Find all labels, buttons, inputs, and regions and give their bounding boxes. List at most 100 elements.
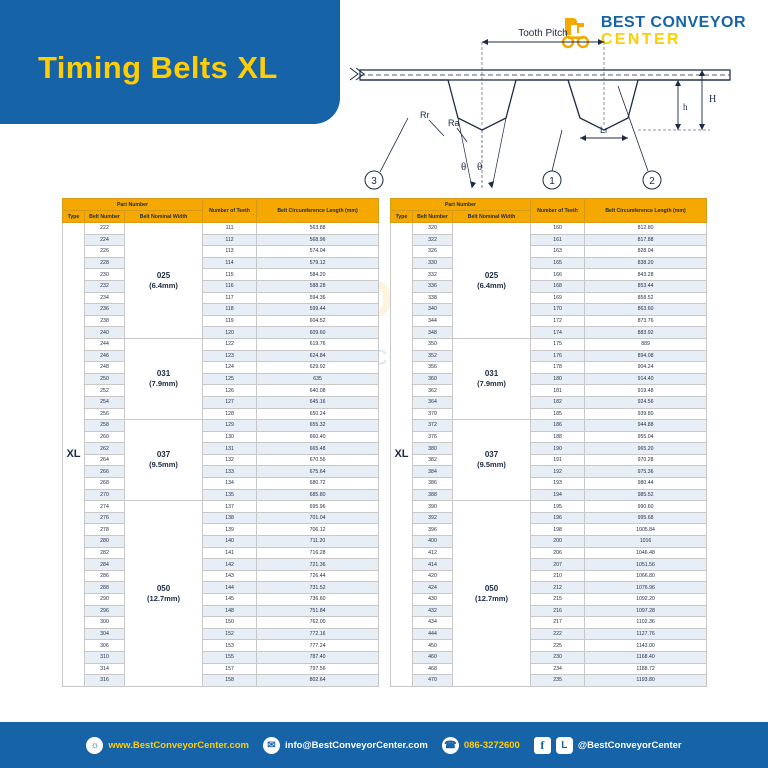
cell-belt-number: 234 xyxy=(84,291,125,305)
table-row: 228 114 579.12 xyxy=(62,256,380,270)
cell-belt-circumference: 817.88 xyxy=(584,233,708,247)
cell-belt-circumference: 675.64 xyxy=(256,465,380,479)
cell-number-of-teeth: 157 xyxy=(202,662,258,676)
cell-belt-number: 392 xyxy=(412,511,453,525)
cell-belt-number: 388 xyxy=(412,488,453,502)
cell-number-of-teeth: 139 xyxy=(202,523,258,537)
table-row: 336 168 853.44 xyxy=(390,279,708,293)
cell-number-of-teeth: 117 xyxy=(202,291,258,305)
cell-belt-number: 226 xyxy=(84,245,125,258)
cell-belt-circumference: 711.20 xyxy=(256,535,380,548)
cell-number-of-teeth: 127 xyxy=(202,395,258,409)
cell-belt-number: 468 xyxy=(412,662,453,676)
belt-profile-diagram: Tooth Pitch Rr Ra θ θ Lr H xyxy=(330,18,750,198)
cell-number-of-teeth: 148 xyxy=(202,604,258,618)
cell-belt-circumference: 604.52 xyxy=(256,314,380,328)
brand-logo: BEST CONVEYOR CENTER xyxy=(559,14,746,50)
cell-belt-number: 376 xyxy=(412,430,453,444)
table-row: 430 215 1092.20 xyxy=(390,593,708,606)
cell-belt-circumference: 762.00 xyxy=(256,616,380,629)
table-row: 290 145 736.60 xyxy=(62,593,380,606)
cell-belt-number: 266 xyxy=(84,465,125,479)
cell-belt-circumference: 721.36 xyxy=(256,558,380,571)
cell-number-of-teeth: 206 xyxy=(530,546,586,560)
cell-belt-circumference: 858.52 xyxy=(584,291,708,305)
cell-number-of-teeth: 207 xyxy=(530,558,586,571)
cell-number-of-teeth: 137 xyxy=(202,500,258,513)
cell-belt-number: 232 xyxy=(84,279,125,293)
cell-number-of-teeth: 152 xyxy=(202,627,258,641)
cell-belt-number: 332 xyxy=(412,268,453,281)
cell-belt-number: 326 xyxy=(412,245,453,258)
footer-website[interactable]: ☼ www.BestConveyorCenter.com xyxy=(86,736,249,754)
table-row: 244 031 (7.9mm) 122 619.76 xyxy=(62,337,380,421)
table-row: 274 050 (12.7mm) 137 695.96 xyxy=(62,500,380,687)
header-blue-panel xyxy=(0,0,340,124)
cell-belt-nominal-width: 031 (7.9mm) xyxy=(123,337,204,421)
table-row: 262 131 665.48 xyxy=(62,442,380,455)
th-belt-circumference: Belt Circumference Length (mm) xyxy=(256,198,380,223)
footer-email[interactable]: ✉ info@BestConveyorCenter.com xyxy=(263,736,428,754)
cell-belt-circumference: 1076.96 xyxy=(584,581,708,594)
table-row: 432 216 1097.28 xyxy=(390,604,708,618)
cell-belt-circumference: 716.28 xyxy=(256,546,380,560)
footer-phone[interactable]: ☎ 086-3272600 xyxy=(441,736,520,754)
table-row: 388 194 985.52 xyxy=(390,488,708,502)
table-row: 420 210 1066.80 xyxy=(390,569,708,583)
footer-social[interactable]: f L @BestConveyorCenter xyxy=(533,736,682,754)
table-row: 364 182 924.56 xyxy=(390,395,708,409)
table-row: 414 207 1051.56 xyxy=(390,558,708,571)
cell-number-of-teeth: 150 xyxy=(202,616,258,629)
cell-belt-circumference: 599.44 xyxy=(256,303,380,316)
cell-belt-number: 356 xyxy=(412,361,453,374)
table-row: 356 178 904.24 xyxy=(390,361,708,374)
cell-belt-number: 230 xyxy=(84,268,125,281)
footer-website-text: www.BestConveyorCenter.com xyxy=(108,739,249,751)
cell-belt-circumference: 1127.76 xyxy=(584,627,708,641)
cell-number-of-teeth: 114 xyxy=(202,256,258,270)
cell-belt-number: 434 xyxy=(412,616,453,629)
cell-number-of-teeth: 188 xyxy=(530,430,586,444)
cell-number-of-teeth: 180 xyxy=(530,372,586,386)
cell-belt-circumference: 980.44 xyxy=(584,477,708,490)
label-h-small: h xyxy=(683,102,688,112)
cell-belt-circumference: 797.56 xyxy=(256,662,380,676)
cell-belt-number: 244 xyxy=(84,337,125,351)
table-row: 340 170 863.60 xyxy=(390,303,708,316)
table-row: 252 126 640.08 xyxy=(62,384,380,397)
cell-belt-circumference: 655.32 xyxy=(256,419,380,432)
cell-belt-nominal-width: 031 (7.9mm) xyxy=(451,337,532,421)
cell-number-of-teeth: 163 xyxy=(530,245,586,258)
cell-number-of-teeth: 196 xyxy=(530,511,586,525)
cell-belt-number: 390 xyxy=(412,500,453,513)
cell-number-of-teeth: 126 xyxy=(202,384,258,397)
table-row: 266 133 675.64 xyxy=(62,465,380,479)
cell-number-of-teeth: 135 xyxy=(202,488,258,502)
cell-belt-circumference: 990.60 xyxy=(584,500,708,513)
th-type: Type xyxy=(390,210,413,223)
table-row: 412 206 1046.48 xyxy=(390,546,708,560)
table-row: 350 031 (7.9mm) 175 889 xyxy=(390,337,708,421)
table-header-row: Type Belt Number Belt Nominal Width xyxy=(390,210,707,223)
th-belt-number: Belt Number xyxy=(84,210,125,223)
cell-type: XL xyxy=(390,222,413,687)
cell-belt-number: 280 xyxy=(84,535,125,548)
table-row: 246 123 624.84 xyxy=(62,349,380,363)
cell-belt-circumference: 975.36 xyxy=(584,465,708,479)
cell-number-of-teeth: 113 xyxy=(202,245,258,258)
table-row: 232 116 588.28 xyxy=(62,279,380,293)
table-row: 304 152 772.16 xyxy=(62,627,380,641)
cell-belt-number: 284 xyxy=(84,558,125,571)
cell-number-of-teeth: 124 xyxy=(202,361,258,374)
table-row: 224 112 568.96 xyxy=(62,233,380,247)
cell-belt-circumference: 939.80 xyxy=(584,407,708,421)
cell-belt-circumference: 640.08 xyxy=(256,384,380,397)
cell-belt-circumference: 680.72 xyxy=(256,477,380,490)
cell-number-of-teeth: 172 xyxy=(530,314,586,328)
cell-belt-circumference: 685.80 xyxy=(256,488,380,502)
table-row: 376 188 955.04 xyxy=(390,430,708,444)
callout-1: 1 xyxy=(549,176,555,187)
cell-belt-number: 290 xyxy=(84,593,125,606)
cell-belt-number: 460 xyxy=(412,650,453,664)
cell-number-of-teeth: 158 xyxy=(202,674,258,687)
